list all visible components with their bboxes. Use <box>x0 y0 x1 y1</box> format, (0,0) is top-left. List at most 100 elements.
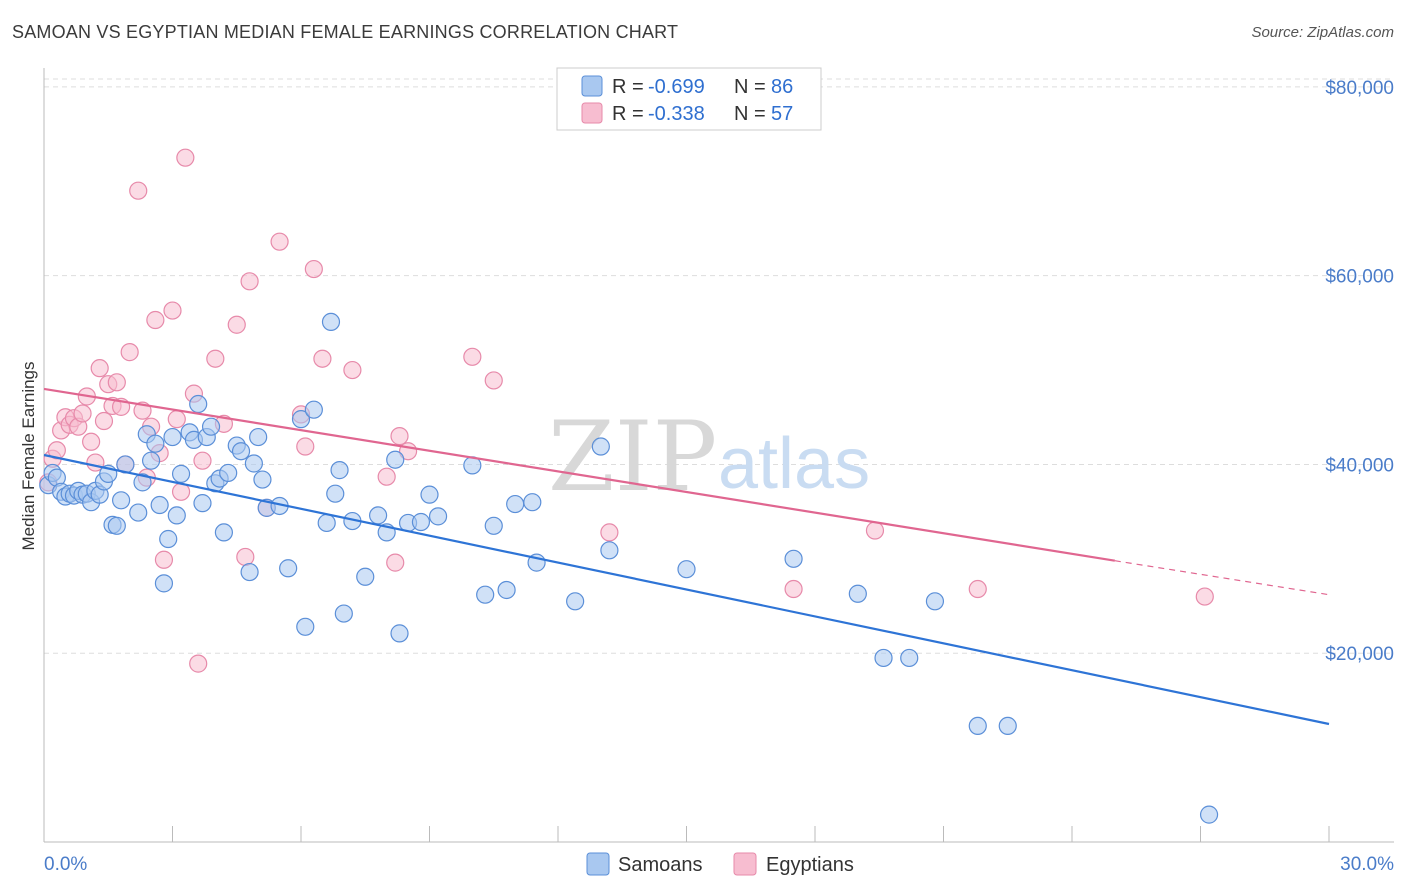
samoan-point <box>968 716 987 736</box>
samoan-point <box>428 507 448 526</box>
samoan-point <box>386 450 405 469</box>
legend-r-value-1: -0.699 <box>648 76 705 98</box>
samoan-point <box>900 648 919 668</box>
bottom-legend-swatch-samoans <box>586 852 610 876</box>
egyptian-point <box>82 432 101 451</box>
samoan-point <box>476 585 495 604</box>
y-tick-label: $80,000 <box>1325 78 1394 99</box>
samoan-point <box>296 617 315 636</box>
egyptian-point <box>463 347 482 366</box>
egyptian-point <box>390 427 409 446</box>
samoan-point <box>146 434 165 453</box>
samoan-point <box>591 437 610 456</box>
samoan-point <box>330 461 349 480</box>
samoan-point <box>321 312 341 332</box>
egyptian-point <box>377 467 396 486</box>
egyptian-point <box>296 437 315 456</box>
samoan-point <box>279 559 298 578</box>
samoan-point <box>784 549 803 568</box>
samoan-point <box>334 604 353 623</box>
chart-title: SAMOAN VS EGYPTIAN MEDIAN FEMALE EARNING… <box>12 22 679 42</box>
samoan-point <box>253 470 272 489</box>
samoan-point <box>167 506 186 525</box>
samoan-point <box>189 394 208 414</box>
samoan-point <box>214 523 233 542</box>
egyptian-point <box>189 654 208 673</box>
egyptian-point <box>163 301 182 320</box>
samoan-point <box>111 491 131 510</box>
source-label: Source: ZipAtlas.com <box>1251 24 1394 41</box>
samoan-point <box>201 417 221 436</box>
samoan-point <box>874 648 893 668</box>
samoan-point <box>356 567 375 586</box>
samoan-point <box>506 494 525 514</box>
legend-r-value-2: -0.338 <box>648 103 705 125</box>
samoan-point <box>193 494 212 513</box>
egyptian-point <box>313 349 332 368</box>
y-tick-label: $40,000 <box>1325 455 1394 476</box>
egyptian-trend-line <box>43 387 1116 562</box>
legend-n-label-1: N = <box>734 76 766 98</box>
bottom-legend-samoans: Samoans <box>618 854 703 876</box>
egyptian-point <box>1195 587 1214 606</box>
samoan-point <box>1199 805 1219 824</box>
samoan-point <box>231 442 251 461</box>
samoan-point <box>317 513 336 533</box>
samoan-point <box>326 484 345 503</box>
samoan-point <box>219 463 238 483</box>
watermark-zip: ZIP <box>548 401 717 513</box>
egyptian-point <box>129 181 148 200</box>
samoan-point <box>154 574 174 593</box>
samoan-point <box>249 427 268 447</box>
egyptian-point <box>107 373 126 392</box>
egyptian-point <box>146 310 165 330</box>
egyptian-point <box>94 411 114 431</box>
samoan-points <box>39 312 1219 824</box>
egyptian-point <box>304 259 323 279</box>
watermark: ZIP atlas <box>548 401 870 513</box>
samoan-point <box>523 493 542 512</box>
egyptian-point <box>90 359 109 378</box>
samoan-point <box>566 592 585 611</box>
egyptian-point <box>240 272 259 291</box>
samoan-point <box>998 716 1017 736</box>
egyptian-point <box>343 360 362 380</box>
samoan-point <box>150 495 169 515</box>
y-tick-label: $20,000 <box>1325 644 1394 665</box>
legend-n-value-1: 86 <box>771 76 793 98</box>
x-axis-ticks <box>43 826 1330 842</box>
samoan-point <box>925 592 945 611</box>
samoan-point <box>420 485 439 504</box>
egyptian-point <box>73 404 92 423</box>
egyptian-point <box>784 579 803 599</box>
legend-swatch-samoan <box>581 75 603 97</box>
egyptian-point <box>484 371 503 390</box>
samoan-point <box>291 410 311 429</box>
egyptian-point <box>236 547 255 567</box>
egyptian-point <box>193 451 212 470</box>
egyptian-point <box>386 553 405 572</box>
samoan-point <box>159 529 178 549</box>
samoan-point <box>129 503 148 522</box>
samoan-point <box>240 562 259 582</box>
samoan-point <box>390 624 409 643</box>
x-tick-label-max: 30.0% <box>1340 854 1394 875</box>
samoan-point <box>171 464 191 483</box>
bottom-legend-egyptians: Egyptians <box>766 854 854 876</box>
bottom-legend: Samoans Egyptians <box>586 852 854 876</box>
samoan-point <box>677 560 696 579</box>
y-tick-label: $60,000 <box>1325 267 1394 288</box>
legend-n-value-2: 57 <box>771 103 793 125</box>
bottom-legend-swatch-egyptians <box>733 852 757 876</box>
samoan-point <box>600 541 619 560</box>
samoan-point <box>163 427 182 447</box>
egyptian-point <box>206 349 225 368</box>
egyptian-point <box>167 410 186 429</box>
egyptian-point <box>968 579 987 599</box>
samoan-trend-line <box>43 453 1330 726</box>
samoan-point <box>107 516 126 535</box>
egyptian-trend-extension <box>1114 560 1330 596</box>
legend-r-label-2: R = <box>612 103 644 125</box>
samoan-point <box>484 516 503 535</box>
